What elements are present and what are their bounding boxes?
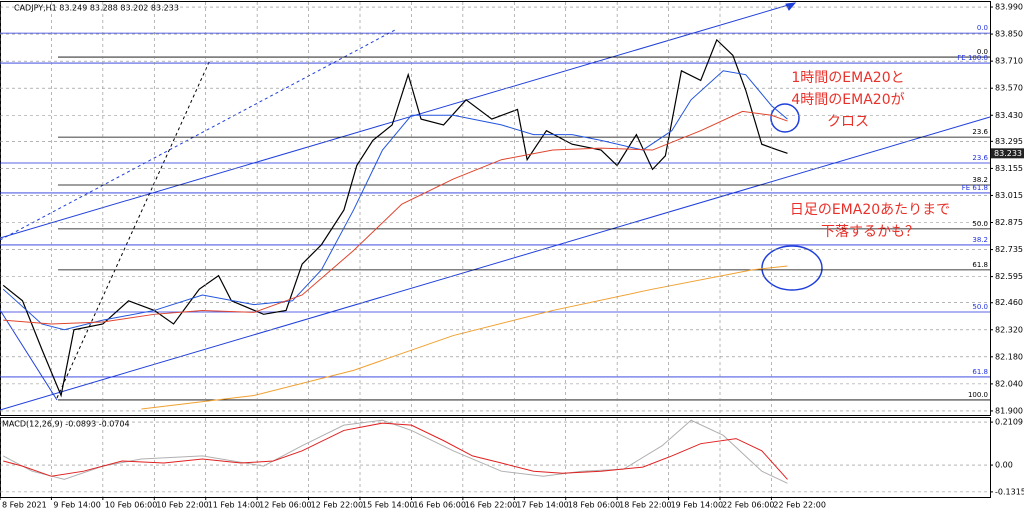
x-tick-label: 8 Feb 2021: [2, 501, 47, 510]
x-tick-label: 12 Feb 22:00: [311, 501, 363, 510]
x-tick-label: 17 Feb 14:00: [516, 501, 568, 510]
level-label: 38.2: [972, 176, 988, 184]
macd-title: MACD(12,26,9) -0.0893 -0.0704: [2, 420, 130, 429]
x-tick-label: 16 Feb 06:00: [413, 501, 465, 510]
x-tick-label: 18 Feb 22:00: [619, 501, 671, 510]
annotation: クロス: [827, 114, 869, 130]
y-tick-label: 82.040: [995, 379, 1023, 388]
chart-title: CADJPY,H1 83.249 83.288 83.202 83.233: [14, 4, 179, 13]
y-tick-label: -0.1315: [995, 487, 1024, 496]
y-tick-label: 83.710: [995, 57, 1023, 66]
level-label: 61.8: [972, 368, 988, 376]
y-tick-label: 82.180: [995, 352, 1023, 361]
level-label: 0.0: [977, 48, 988, 56]
y-tick-label: 0.2109: [995, 418, 1023, 427]
x-tick-label: 15 Feb 14:00: [362, 501, 414, 510]
series-line: [141, 265, 788, 410]
y-tick-label: 83.015: [995, 191, 1023, 200]
y-tick-label: 82.735: [995, 245, 1023, 254]
annotation: 1時間のEMA20と: [791, 70, 904, 86]
series-line: [2, 419, 788, 484]
series-line: [2, 70, 788, 331]
y-tick-label: 82.595: [995, 272, 1023, 281]
level-label: FE 100.0: [957, 54, 988, 62]
y-tick-label: 0.00: [995, 461, 1013, 470]
channel-lower: [0, 116, 991, 411]
x-tick-label: 11 Feb 14:00: [208, 501, 260, 510]
price-tag-label: 83.233: [994, 149, 1022, 158]
level-label: 23.6: [972, 154, 988, 162]
level-label: 50.0: [972, 220, 988, 228]
trend-lines: [0, 2, 991, 411]
circle: [770, 103, 800, 133]
macd-pane: [0, 417, 991, 498]
y-tick-label: 81.900: [995, 406, 1023, 415]
level-label: FE 61.8: [962, 184, 988, 192]
x-tick-label: 9 Feb 14:00: [53, 501, 100, 510]
level-label: 0.0: [977, 24, 988, 32]
level-label: 61.8: [972, 261, 988, 269]
dashed-line: [56, 59, 211, 399]
x-tick-label: 22 Feb 22:00: [773, 501, 825, 510]
annotation: 下落するかも？: [821, 224, 919, 240]
y-tick-label: 83.990: [995, 3, 1023, 12]
dashed-line: [0, 29, 396, 241]
level-label: 23.6: [972, 128, 988, 136]
y-tick-label: 82.320: [995, 325, 1023, 334]
x-tick-label: 10 Feb 22:00: [156, 501, 208, 510]
x-tick-label: 16 Feb 22:00: [465, 501, 517, 510]
y-tick-label: 83.295: [995, 137, 1023, 146]
series-line: [2, 38, 788, 398]
level-label: 50.0: [972, 303, 988, 311]
price-tag: [991, 148, 1024, 159]
y-tick-label: 82.875: [995, 218, 1023, 227]
x-tick-label: 19 Feb 14:00: [671, 501, 723, 510]
x-tick-label: 12 Feb 06:00: [259, 501, 311, 510]
circle: [761, 245, 823, 291]
fib-line: [0, 309, 58, 401]
y-tick-label: 83.155: [995, 164, 1023, 173]
series-line: [3, 422, 788, 480]
y-tick-label: 83.430: [995, 111, 1023, 120]
x-tick-label: 22 Feb 06:00: [722, 501, 774, 510]
x-tick-label: 10 Feb 06:00: [105, 501, 157, 510]
annotation: 日足のEMA20あたりまで: [790, 202, 950, 218]
level-label: 100.0: [968, 391, 988, 399]
y-tick-label: 82.460: [995, 298, 1023, 307]
main-pane: [0, 1, 991, 416]
y-tick-label: 83.850: [995, 30, 1023, 39]
annotation: 4時間のEMA20が: [791, 92, 904, 108]
level-label: 38.2: [972, 236, 988, 244]
x-tick-label: 18 Feb 06:00: [568, 501, 620, 510]
channel-upper: [0, 2, 796, 239]
series-line: [3, 110, 788, 325]
y-tick-label: 83.570: [995, 84, 1023, 93]
